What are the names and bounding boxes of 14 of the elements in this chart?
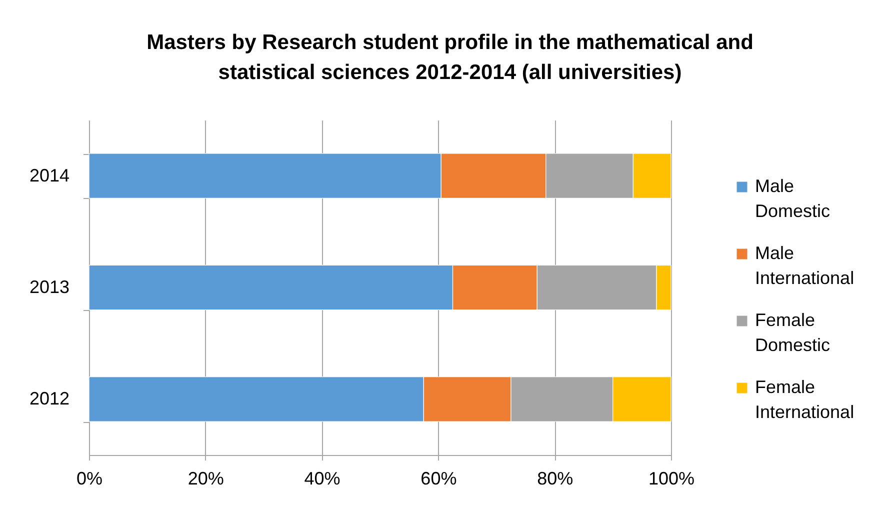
chart-title: Masters by Research student profile in the mathematical and statistical sciences 2012-2014 (all universities) [146, 31, 754, 84]
legend-label: Male International [755, 243, 854, 288]
x-tick-label: 80% [537, 468, 574, 488]
x-tick-label: 100% [648, 468, 695, 488]
y-tick-label: 2012 [29, 388, 70, 409]
x-tick-label: 20% [188, 468, 224, 488]
legend-label: Male Domestic [755, 176, 830, 221]
legend-label: Female International [755, 377, 854, 422]
x-tick-label: 40% [304, 468, 340, 488]
y-tick-label: 2013 [29, 277, 70, 297]
x-tick-label: 0% [76, 468, 103, 488]
y-tick-label: 2014 [29, 165, 70, 186]
x-tick-label: 60% [420, 468, 457, 488]
legend-label: Female Domestic [755, 310, 830, 355]
